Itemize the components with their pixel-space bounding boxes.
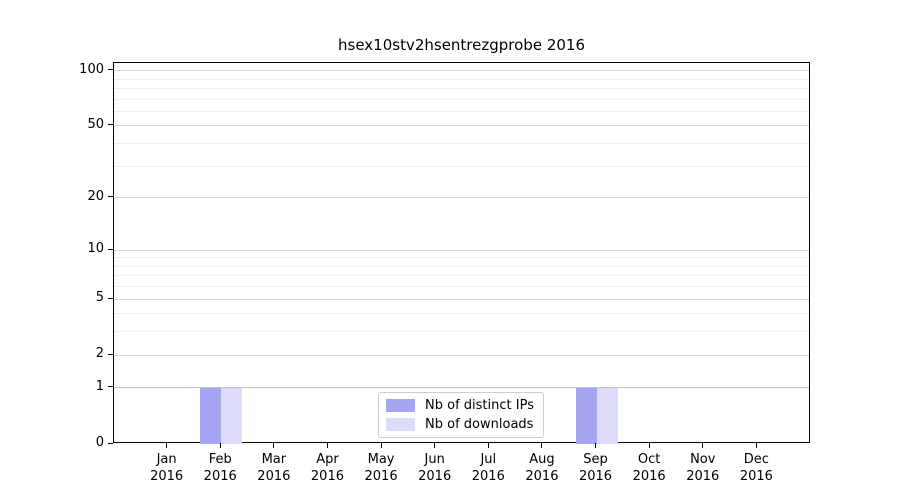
x-tick-label: Jan 2016 [127,451,207,485]
gridline-major [114,197,809,199]
plot-area [113,62,810,444]
gridline-minor [114,165,809,167]
x-tick-label-year: 2016 [471,469,505,484]
gridline-minor [114,286,809,288]
x-tick-label-month: Nov [690,452,716,467]
gridline-minor [114,110,809,112]
x-tick-label: Nov 2016 [663,451,743,485]
x-tick-label: Dec 2016 [716,451,796,485]
x-tick-label-month: Jun [424,452,445,467]
x-tick-label-year: 2016 [686,469,720,484]
x-tick-label: Sep 2016 [556,451,636,485]
x-tick-label-year: 2016 [257,469,291,484]
gridline-minor [114,257,809,259]
bar-distinct-ips [200,387,222,444]
x-axis-tick [326,443,328,448]
legend-item-distinct-ips: Nb of distinct IPs [386,398,534,413]
legend-item-downloads: Nb of downloads [386,417,534,432]
x-tick-label-year: 2016 [150,469,184,484]
gridline-minor [114,331,809,333]
chart-title: hsex10stv2hsentrezgprobe 2016 [338,36,585,54]
x-tick-label-month: Aug [529,452,555,467]
x-axis-tick [487,443,489,448]
y-axis-tick [108,124,113,126]
x-tick-label-year: 2016 [578,469,613,484]
gridline-major [114,387,809,389]
y-axis-tick [108,353,113,355]
legend-label-downloads: Nb of downloads [425,417,534,432]
y-tick-label: 5 [95,290,104,306]
x-axis-tick [595,443,597,448]
x-axis-tick [434,443,436,448]
x-tick-label-month: Feb [208,452,232,467]
gridline-major [114,70,809,72]
gridline-minor [114,275,809,277]
legend: Nb of distinct IPs Nb of downloads [378,392,544,438]
x-axis-tick [702,443,704,448]
x-tick-label-year: 2016 [203,469,237,484]
x-axis-tick [166,443,168,448]
x-axis-tick [755,443,757,448]
x-tick-label-year: 2016 [310,469,344,484]
y-tick-label: 20 [87,188,104,204]
x-tick-label: Mar 2016 [234,451,314,485]
x-tick-label-month: Mar [261,452,287,467]
y-tick-label: 0 [95,435,104,450]
y-axis-tick [108,69,113,71]
gridline-minor [114,265,809,267]
x-tick-label: Aug 2016 [502,451,582,485]
gridline-minor [114,143,809,145]
x-tick-label-month: Dec [743,452,769,467]
gridline-major [114,354,809,356]
y-tick-label: 2 [95,346,104,362]
x-axis-tick [648,443,650,448]
x-axis-tick [380,443,382,448]
y-axis-tick [108,297,113,299]
bar-distinct-ips [575,387,597,444]
x-tick-label-year: 2016 [632,469,666,484]
x-tick-label: Jul 2016 [448,451,528,485]
x-tick-label-month: Jul [480,452,497,467]
x-tick-label-year: 2016 [739,469,773,484]
y-tick-label: 10 [87,241,104,256]
bar-downloads [596,387,618,444]
x-axis-tick [273,443,275,448]
gridline-minor [114,78,809,80]
x-tick-label-month: Sep [583,452,608,467]
x-tick-label: Jun 2016 [395,451,475,485]
gridline-major [114,249,809,251]
y-tick-label: 1 [95,378,104,394]
gridline-major [114,125,809,127]
x-tick-label: May 2016 [341,451,421,485]
x-tick-label-year: 2016 [525,469,559,484]
x-tick-label: Feb 2016 [180,451,260,485]
x-axis-tick [219,443,221,448]
x-tick-label-year: 2016 [418,469,452,484]
x-tick-label: Apr 2016 [287,451,367,485]
legend-label-distinct-ips: Nb of distinct IPs [425,398,534,413]
legend-swatch-distinct-ips [386,399,416,412]
x-tick-label-month: Apr [316,452,339,467]
y-axis-tick [108,248,113,250]
x-tick-label-month: May [367,452,395,467]
y-tick-label: 100 [79,61,104,77]
gridline-minor [114,313,809,315]
x-tick-label-month: Oct [637,452,661,467]
y-axis-tick [108,196,113,198]
x-tick-label-month: Jan [156,452,177,467]
x-axis-tick [541,443,543,448]
y-axis-tick [108,442,113,444]
gridline-major [114,298,809,300]
x-tick-label: Oct 2016 [609,451,689,485]
gridline-minor [114,87,809,89]
gridline-minor [114,98,809,100]
bar-downloads [221,387,243,444]
x-tick-label-year: 2016 [364,469,398,484]
y-tick-label: 50 [87,116,104,132]
y-axis-tick [108,386,113,388]
legend-swatch-downloads [386,418,416,431]
